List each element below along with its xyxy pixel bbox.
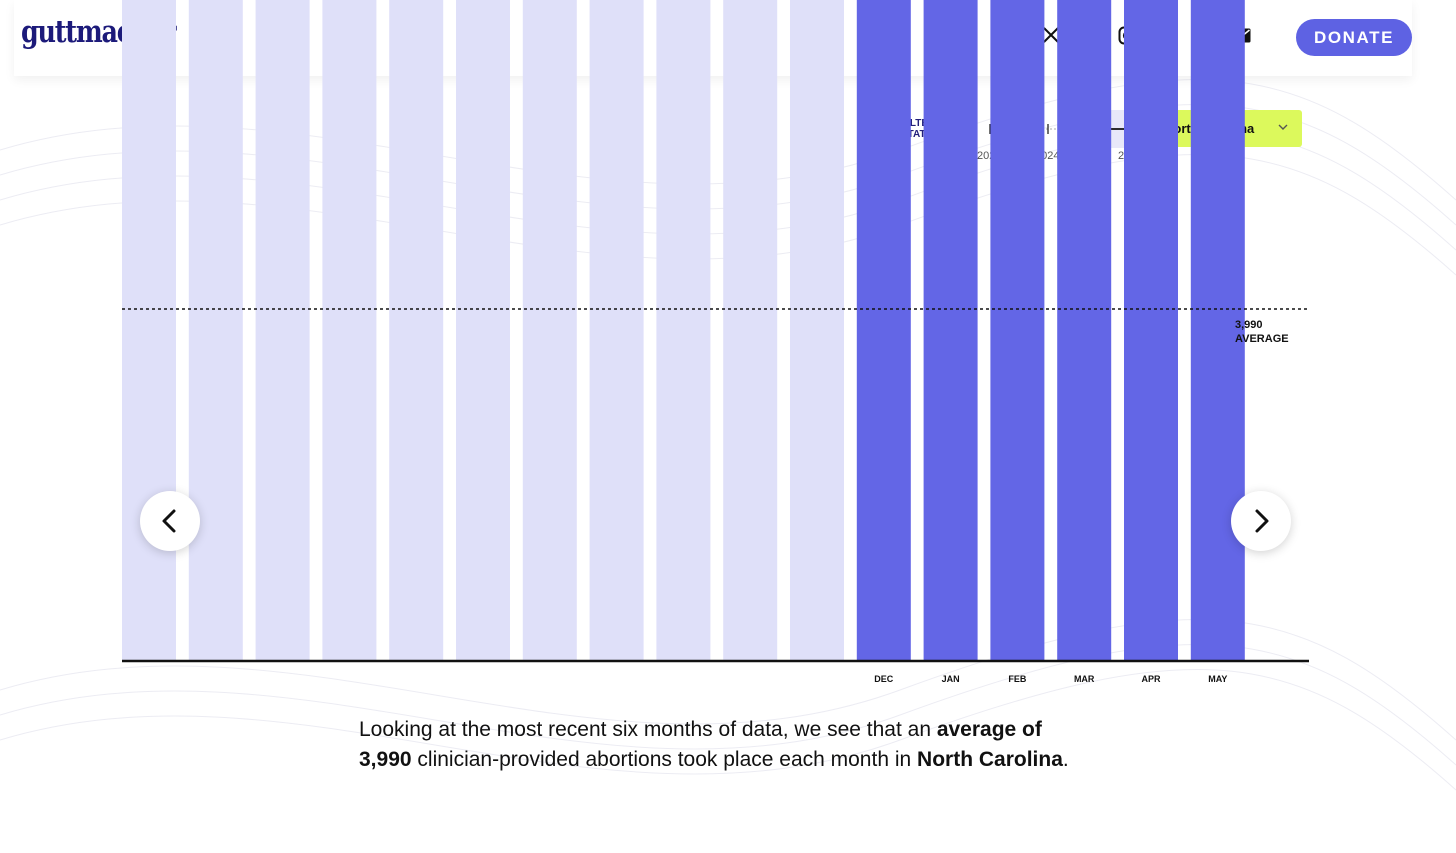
state-dropdown[interactable]: North Carolina <box>1153 110 1302 147</box>
guttmacher-logo[interactable]: guttmacher <box>21 14 177 50</box>
facebook-icon[interactable] <box>1077 24 1099 46</box>
summary-part1: Looking at the most recent six months of… <box>359 718 937 741</box>
summary-text: Looking at the most recent six months of… <box>359 715 1099 775</box>
site-header: guttmacher DONATE <box>14 0 1412 76</box>
year-2023-label[interactable]: 2023 <box>977 150 1002 162</box>
next-button[interactable] <box>1231 491 1291 551</box>
chevron-left-icon <box>162 509 176 533</box>
filter-hint-line1: FILTER BY <box>901 117 952 129</box>
email-icon[interactable] <box>1230 24 1252 46</box>
state-dropdown-value: North Carolina <box>1164 121 1255 136</box>
youtube-icon[interactable] <box>1154 24 1176 46</box>
chevron-down-icon <box>1277 121 1289 136</box>
summary-part3: . <box>1062 748 1069 771</box>
time-range-slider[interactable]: 2023 2024 2025 <box>976 108 1146 166</box>
x-icon[interactable] <box>1040 24 1062 46</box>
filter-hint-label: FILTER BY STATE & TIME <box>901 118 977 140</box>
instagram-icon[interactable] <box>1116 24 1138 46</box>
year-2024-label[interactable]: 2024 <box>1035 150 1060 162</box>
linkedin-icon[interactable] <box>1192 24 1214 46</box>
pointer-hand-icon <box>873 113 897 144</box>
summary-part2: clinician-provided abortions took place … <box>411 748 918 771</box>
previous-button[interactable] <box>140 491 200 551</box>
donate-button[interactable]: DONATE <box>1296 19 1412 56</box>
summary-average: average of 3,990 <box>359 718 1042 771</box>
filter-hint-line2: STATE & TIME <box>901 128 969 140</box>
summary-state: North Carolina <box>917 748 1063 771</box>
year-2025-label[interactable]: 2025 <box>1118 150 1143 162</box>
chevron-right-icon <box>1255 509 1269 533</box>
filter-hint: FILTER BY STATE & TIME <box>873 113 977 144</box>
